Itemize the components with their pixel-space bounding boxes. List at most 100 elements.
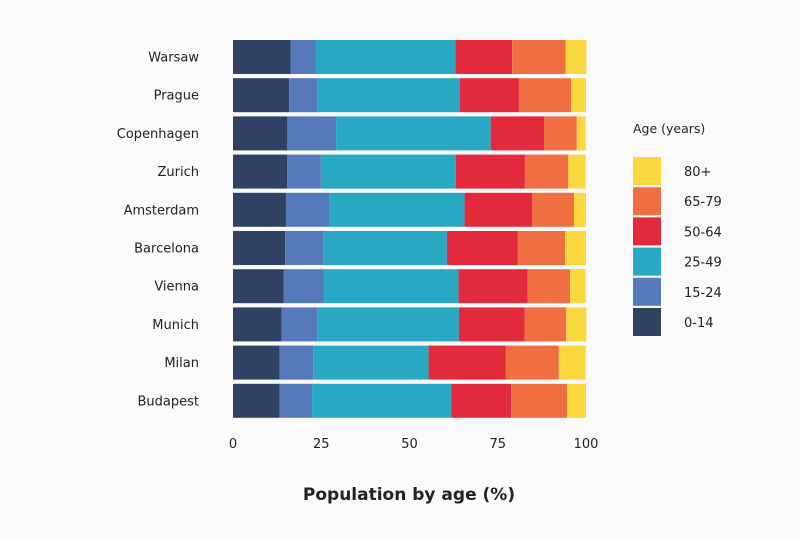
- bar-segment-vienna-0-14: [233, 269, 284, 304]
- bar-segment-milan-80: [558, 345, 586, 380]
- bar-segment-zurich-0-14: [233, 154, 288, 189]
- bar-segment-zurich-25-49: [320, 154, 456, 189]
- legend-swatch-50-64: [633, 217, 661, 246]
- bar-segment-copenhagen-0-14: [233, 116, 288, 151]
- bar-segment-vienna-50-64: [458, 269, 528, 304]
- bar-segment-prague-50-64: [459, 78, 519, 113]
- bar-row-prague: [233, 78, 586, 113]
- legend-label-50-64: 50-64: [684, 225, 722, 240]
- bar-segment-milan-25-49: [313, 345, 429, 380]
- legend-item-15-24: 15-24: [633, 277, 722, 306]
- bar-segment-amsterdam-50-64: [464, 192, 532, 227]
- bar-segment-vienna-65-79: [527, 269, 571, 304]
- category-label-vienna: Vienna: [154, 280, 199, 295]
- legend-label-15-24: 15-24: [684, 286, 722, 301]
- bar-segment-warsaw-65-79: [512, 40, 566, 74]
- bar-segment-vienna-25-49: [324, 269, 459, 304]
- bar-segment-munich-65-79: [524, 307, 567, 342]
- category-label-zurich: Zurich: [158, 165, 200, 180]
- bar-row-copenhagen: [233, 116, 586, 151]
- x-tick-label-0: 0: [229, 437, 237, 452]
- bar-segment-copenhagen-25-49: [336, 116, 491, 151]
- legend-label-0-14: 0-14: [684, 316, 714, 331]
- bar-segment-copenhagen-15-24: [287, 116, 337, 151]
- bar-segment-munich-80: [566, 307, 587, 342]
- bar-segment-warsaw-0-14: [233, 40, 291, 74]
- bar-segment-amsterdam-0-14: [233, 192, 286, 227]
- bar-segment-amsterdam-15-24: [285, 192, 330, 227]
- bar-segment-milan-0-14: [233, 345, 280, 380]
- legend-item-0-14: 0-14: [633, 308, 714, 336]
- bar-row-budapest: [233, 383, 586, 418]
- category-label-barcelona: Barcelona: [134, 242, 199, 257]
- bar-segment-budapest-0-14: [233, 383, 280, 418]
- x-axis-label: Population by age (%): [303, 485, 515, 505]
- legend-title: Age (years): [633, 121, 705, 136]
- bar-segment-copenhagen-50-64: [490, 116, 544, 151]
- bar-segment-warsaw-25-49: [315, 40, 456, 74]
- category-label-budapest: Budapest: [138, 394, 200, 409]
- legend-item-80: 80+: [633, 157, 711, 185]
- bar-row-warsaw: [233, 40, 587, 74]
- bar-segment-amsterdam-80: [574, 192, 586, 227]
- bar-segment-milan-65-79: [505, 345, 559, 380]
- bar-segment-munich-25-49: [317, 307, 459, 342]
- bar-segment-prague-15-24: [289, 78, 318, 113]
- bar-segment-copenhagen-80: [576, 116, 586, 151]
- bar-segment-barcelona-15-24: [285, 231, 324, 265]
- bar-segment-milan-50-64: [428, 345, 506, 380]
- bar-segment-budapest-15-24: [279, 383, 313, 418]
- legend-item-50-64: 50-64: [633, 217, 722, 246]
- category-label-warsaw: Warsaw: [148, 51, 199, 66]
- bar-segment-barcelona-65-79: [517, 231, 566, 265]
- bar-row-vienna: [233, 269, 586, 304]
- category-label-munich: Munich: [152, 318, 199, 333]
- category-labels: Warsaw Prague Copenhagen Zurich Amsterdam Bar…: [117, 51, 200, 410]
- legend: Age (years) 80+ 65-79 50-64 25-49 15-24 0-14: [633, 121, 722, 336]
- legend-label-25-49: 25-49: [684, 256, 722, 271]
- bar-row-munich: [233, 307, 587, 342]
- x-tick-label-100: 100: [574, 437, 599, 452]
- legend-item-25-49: 25-49: [633, 247, 722, 276]
- bar-segment-prague-0-14: [233, 78, 290, 113]
- bar-segment-prague-65-79: [518, 78, 572, 113]
- bar-segment-warsaw-15-24: [290, 40, 316, 74]
- bar-segment-munich-15-24: [281, 307, 318, 342]
- bar-segment-barcelona-80: [565, 231, 586, 265]
- bar-segment-amsterdam-25-49: [329, 192, 465, 227]
- bar-segment-milan-15-24: [279, 345, 314, 380]
- bar-row-amsterdam: [233, 192, 586, 227]
- bar-segment-munich-0-14: [233, 307, 282, 342]
- bar-segment-warsaw-50-64: [455, 40, 513, 74]
- bar-segment-prague-80: [571, 78, 586, 113]
- legend-swatch-0-14: [633, 308, 661, 336]
- bar-segment-zurich-65-79: [524, 154, 569, 189]
- bar-segment-barcelona-25-49: [323, 231, 447, 265]
- bars-layer: [233, 40, 587, 418]
- x-tick-label-25: 25: [313, 437, 330, 452]
- bar-segment-budapest-80: [567, 383, 586, 418]
- legend-items: 80+ 65-79 50-64 25-49 15-24 0-14: [633, 157, 722, 336]
- legend-label-65-79: 65-79: [684, 195, 722, 210]
- bar-row-zurich: [233, 154, 586, 189]
- bar-segment-zurich-15-24: [287, 154, 321, 189]
- bar-segment-munich-50-64: [458, 307, 525, 342]
- bar-segment-barcelona-50-64: [446, 231, 518, 265]
- legend-swatch-65-79: [633, 187, 661, 216]
- bar-segment-barcelona-0-14: [233, 231, 286, 265]
- bar-segment-budapest-65-79: [511, 383, 568, 418]
- bar-segment-zurich-50-64: [455, 154, 525, 189]
- category-label-prague: Prague: [154, 89, 199, 104]
- legend-item-65-79: 65-79: [633, 187, 722, 216]
- bar-row-milan: [233, 345, 586, 380]
- x-tick-label-50: 50: [401, 437, 418, 452]
- category-label-amsterdam: Amsterdam: [124, 203, 199, 218]
- bar-segment-amsterdam-65-79: [531, 192, 574, 227]
- category-label-copenhagen: Copenhagen: [117, 127, 199, 142]
- bar-segment-prague-25-49: [317, 78, 460, 113]
- bar-segment-warsaw-80: [565, 40, 587, 74]
- legend-swatch-25-49: [633, 247, 661, 276]
- bar-segment-vienna-15-24: [283, 269, 325, 304]
- x-tick-label-75: 75: [489, 437, 506, 452]
